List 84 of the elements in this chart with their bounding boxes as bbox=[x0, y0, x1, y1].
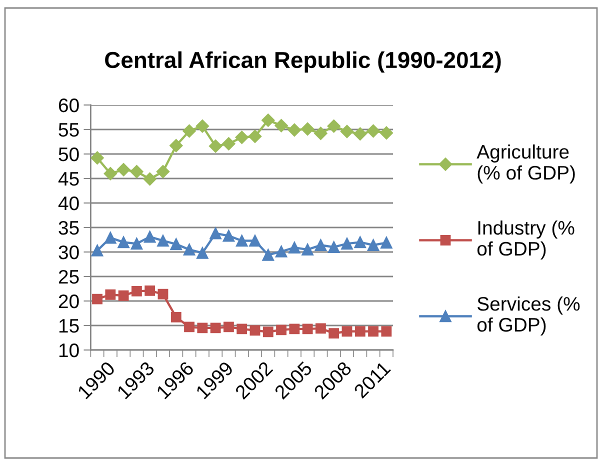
point bbox=[222, 230, 235, 242]
point bbox=[340, 124, 354, 138]
point bbox=[210, 227, 222, 240]
point bbox=[182, 124, 196, 138]
point bbox=[274, 118, 288, 132]
point bbox=[250, 325, 260, 336]
point bbox=[262, 326, 274, 338]
point bbox=[249, 234, 261, 247]
point bbox=[144, 230, 156, 243]
point bbox=[104, 167, 118, 180]
point bbox=[196, 247, 208, 259]
legend-label: Services (% of GDP) bbox=[477, 296, 580, 336]
point bbox=[118, 236, 130, 248]
point bbox=[236, 324, 248, 334]
point bbox=[158, 288, 168, 300]
point bbox=[118, 290, 129, 301]
point bbox=[366, 124, 380, 138]
point bbox=[91, 244, 104, 256]
point bbox=[380, 236, 392, 249]
point bbox=[236, 234, 248, 247]
point bbox=[170, 312, 182, 322]
point bbox=[262, 249, 274, 261]
point bbox=[354, 326, 366, 337]
point bbox=[288, 123, 302, 137]
point bbox=[208, 140, 222, 153]
point bbox=[235, 130, 248, 144]
y-tick-label: 55 bbox=[58, 123, 79, 137]
point bbox=[368, 326, 378, 337]
point bbox=[157, 234, 169, 247]
chart-title: Central African Republic (1990-2012) bbox=[105, 51, 501, 73]
point bbox=[131, 286, 142, 296]
point bbox=[144, 286, 156, 296]
point bbox=[288, 242, 300, 254]
point bbox=[380, 126, 393, 140]
point bbox=[170, 238, 182, 250]
point bbox=[328, 241, 340, 254]
point bbox=[302, 244, 314, 256]
point bbox=[316, 323, 326, 334]
point bbox=[367, 239, 380, 252]
point bbox=[302, 324, 313, 334]
point bbox=[105, 289, 116, 300]
point bbox=[327, 119, 340, 133]
y-tick-label: 25 bbox=[58, 270, 79, 284]
point bbox=[222, 137, 236, 150]
y-tick-label: 45 bbox=[58, 172, 79, 186]
point bbox=[276, 324, 286, 336]
point bbox=[104, 232, 116, 244]
y-tick-label: 30 bbox=[58, 245, 79, 260]
point bbox=[342, 326, 352, 337]
point bbox=[341, 238, 353, 250]
point bbox=[289, 324, 300, 334]
y-tick-label: 35 bbox=[58, 220, 79, 235]
point bbox=[300, 122, 314, 136]
legend-label: Agriculture (% of GDP) bbox=[476, 144, 575, 184]
y-tick-label: 40 bbox=[58, 196, 79, 210]
point bbox=[314, 126, 328, 140]
point bbox=[248, 130, 262, 143]
point bbox=[381, 326, 392, 337]
point bbox=[210, 322, 221, 334]
point bbox=[196, 119, 210, 133]
point bbox=[92, 294, 102, 304]
legend-label: Industry (% of GDP) bbox=[477, 220, 574, 260]
point bbox=[143, 172, 156, 186]
y-tick-label: 20 bbox=[58, 294, 79, 308]
point bbox=[170, 139, 183, 152]
point bbox=[328, 328, 340, 339]
y-tick-label: 10 bbox=[59, 343, 79, 358]
point bbox=[130, 165, 144, 178]
y-tick-label: 50 bbox=[58, 147, 79, 162]
y-tick-label: 60 bbox=[58, 98, 79, 112]
point bbox=[275, 246, 288, 258]
point bbox=[90, 151, 104, 165]
point bbox=[354, 236, 366, 248]
point bbox=[184, 322, 194, 332]
point bbox=[224, 322, 234, 332]
point bbox=[156, 165, 170, 178]
y-tick-label: 15 bbox=[59, 319, 79, 333]
point bbox=[116, 163, 130, 176]
point bbox=[130, 238, 143, 250]
point bbox=[197, 322, 208, 334]
point bbox=[262, 114, 275, 127]
point bbox=[354, 127, 367, 140]
point bbox=[183, 244, 196, 256]
point bbox=[314, 239, 327, 252]
